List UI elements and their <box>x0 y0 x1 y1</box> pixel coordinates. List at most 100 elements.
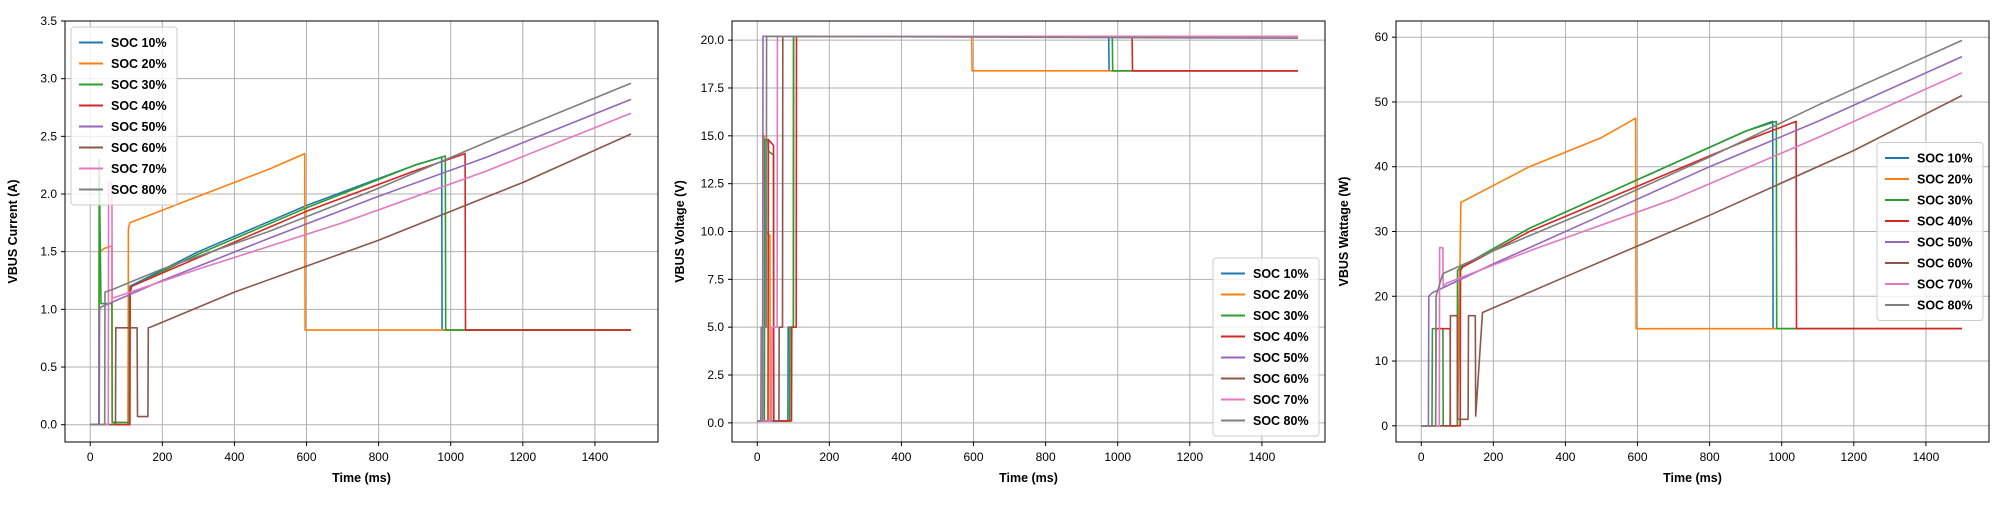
series-lines <box>90 82 632 426</box>
legend-label: SOC 80% <box>111 183 167 197</box>
x-axis-label: Time (ms) <box>332 471 391 485</box>
x-tick-label: 600 <box>964 450 984 464</box>
legend-label: SOC 10% <box>111 36 167 50</box>
legend-label: SOC 40% <box>111 99 167 113</box>
series-line-soc-60- <box>90 133 632 426</box>
x-tick-label: 1400 <box>1913 450 1940 464</box>
x-tick-label: 1000 <box>1104 450 1131 464</box>
y-tick-label: 0 <box>1381 419 1388 433</box>
legend-label: SOC 10% <box>1917 152 1973 166</box>
legend-label: SOC 20% <box>111 57 167 71</box>
y-tick-label: 17.5 <box>701 81 725 95</box>
series-lines <box>757 35 1299 422</box>
x-tick-label: 1200 <box>509 450 536 464</box>
legend-label: SOC 40% <box>1253 330 1309 344</box>
grid <box>732 21 1325 442</box>
legend-label: SOC 30% <box>1917 194 1973 208</box>
y-tick-label: 30 <box>1375 225 1389 239</box>
y-tick-label: 0.0 <box>707 416 724 430</box>
x-tick-label: 400 <box>224 450 244 464</box>
legend-label: SOC 50% <box>111 120 167 134</box>
x-tick-label: 1400 <box>582 450 609 464</box>
chart-panel-2: 0 200 400 600 800 1000 1200 1400 0.0 2.5 5.0 7.5 10.… <box>673 20 1326 485</box>
y-tick-label: 40 <box>1375 160 1389 174</box>
legend-label: SOC 60% <box>1253 372 1309 386</box>
x-tick-label: 1200 <box>1176 450 1203 464</box>
x-tick-label: 200 <box>1483 450 1503 464</box>
series-line-soc-80- <box>757 35 1299 422</box>
y-axis-label: VBUS Voltage (V) <box>673 180 687 283</box>
series-line-soc-40- <box>90 152 631 426</box>
x-tick-label: 1000 <box>437 450 464 464</box>
y-tick-label: 1.5 <box>40 245 57 259</box>
chart-panel-3: 0 200 400 600 800 1000 1200 1400 0 10 20 30 40 50 60 Ti… <box>1337 20 1990 485</box>
grid <box>1396 21 1989 442</box>
legend-label: SOC 20% <box>1253 288 1309 302</box>
y-tick-label: 3.5 <box>40 14 57 28</box>
legend-box <box>1876 142 1984 321</box>
series-line-soc-30- <box>1421 120 1962 427</box>
y-tick-label: 0.0 <box>40 418 57 432</box>
x-tick-label: 0 <box>754 450 761 464</box>
x-tick-label: 800 <box>369 450 389 464</box>
legend: SOC 10% SOC 20% SOC 30% SOC 40% SOC 50% SOC 6… <box>70 26 178 206</box>
legend-label: SOC 30% <box>1253 309 1309 323</box>
legend-label: SOC 10% <box>1253 267 1309 281</box>
y-tick-label: 10 <box>1375 354 1389 368</box>
y-tick-label: 7.5 <box>707 272 724 286</box>
chart-panel-1: 0 200 400 600 800 1000 1200 1400 0.0 0.5 1.0 1.5 2.0… <box>6 14 659 485</box>
y-axis-label: VBUS Wattage (W) <box>1337 177 1351 287</box>
y-tick-label: 60 <box>1375 30 1389 44</box>
legend-label: SOC 70% <box>1917 278 1973 292</box>
legend-label: SOC 50% <box>1253 351 1309 365</box>
series-line-soc-40- <box>1421 120 1962 427</box>
x-tick-label: 600 <box>297 450 317 464</box>
series-line-soc-50- <box>1421 55 1963 427</box>
legend-label: SOC 60% <box>1917 257 1973 271</box>
x-tick-label: 400 <box>891 450 911 464</box>
y-tick-label: 2.5 <box>707 368 724 382</box>
x-axis-label: Time (ms) <box>999 471 1058 485</box>
x-tick-label: 0 <box>1418 450 1425 464</box>
x-tick-label: 1200 <box>1840 450 1867 464</box>
legend-label: SOC 30% <box>111 78 167 92</box>
y-axis-label: VBUS Current (A) <box>6 179 20 283</box>
series-lines <box>1421 39 1963 427</box>
y-tick-label: 10.0 <box>701 225 725 239</box>
x-tick-label: 1400 <box>1249 450 1276 464</box>
legend: SOC 10% SOC 20% SOC 30% SOC 40% SOC 50% SOC 6… <box>1212 257 1320 437</box>
y-tick-label: 20.0 <box>701 33 725 47</box>
y-tick-label: 15.0 <box>701 129 725 143</box>
legend-box <box>1212 257 1320 437</box>
y-tick-label: 2.0 <box>40 187 57 201</box>
x-tick-label: 800 <box>1036 450 1056 464</box>
y-tick-label: 0.5 <box>40 360 57 374</box>
legend: SOC 10% SOC 20% SOC 30% SOC 40% SOC 50% SOC 6… <box>1876 142 1984 321</box>
legend-label: SOC 70% <box>111 162 167 176</box>
y-tick-label: 50 <box>1375 95 1389 109</box>
series-line-soc-80- <box>1421 39 1963 427</box>
series-line-soc-60- <box>1421 94 1963 427</box>
y-tick-label: 2.5 <box>40 129 57 143</box>
axes-frame <box>64 20 659 443</box>
x-tick-label: 600 <box>1628 450 1648 464</box>
x-tick-label: 200 <box>819 450 839 464</box>
x-tick-label: 0 <box>87 450 94 464</box>
ticks: 0 200 400 600 800 1000 1200 1400 0 10 20 30 40 50 60 <box>1375 30 1940 464</box>
legend-label: SOC 60% <box>111 141 167 155</box>
x-axis-label: Time (ms) <box>1663 471 1722 485</box>
y-tick-label: 20 <box>1375 289 1389 303</box>
x-tick-label: 400 <box>1555 450 1575 464</box>
legend-label: SOC 70% <box>1253 393 1309 407</box>
x-tick-label: 800 <box>1700 450 1720 464</box>
grid <box>65 20 658 442</box>
ticks: 0 200 400 600 800 1000 1200 1400 0.0 0.5 1.0 1.5 2.0… <box>40 14 608 464</box>
series-line-soc-70- <box>1421 72 1963 427</box>
legend-label: SOC 50% <box>1917 236 1973 250</box>
y-tick-label: 1.0 <box>40 302 57 316</box>
y-tick-label: 3.0 <box>40 72 57 86</box>
legend-box <box>70 26 178 206</box>
y-tick-label: 5.0 <box>707 320 724 334</box>
